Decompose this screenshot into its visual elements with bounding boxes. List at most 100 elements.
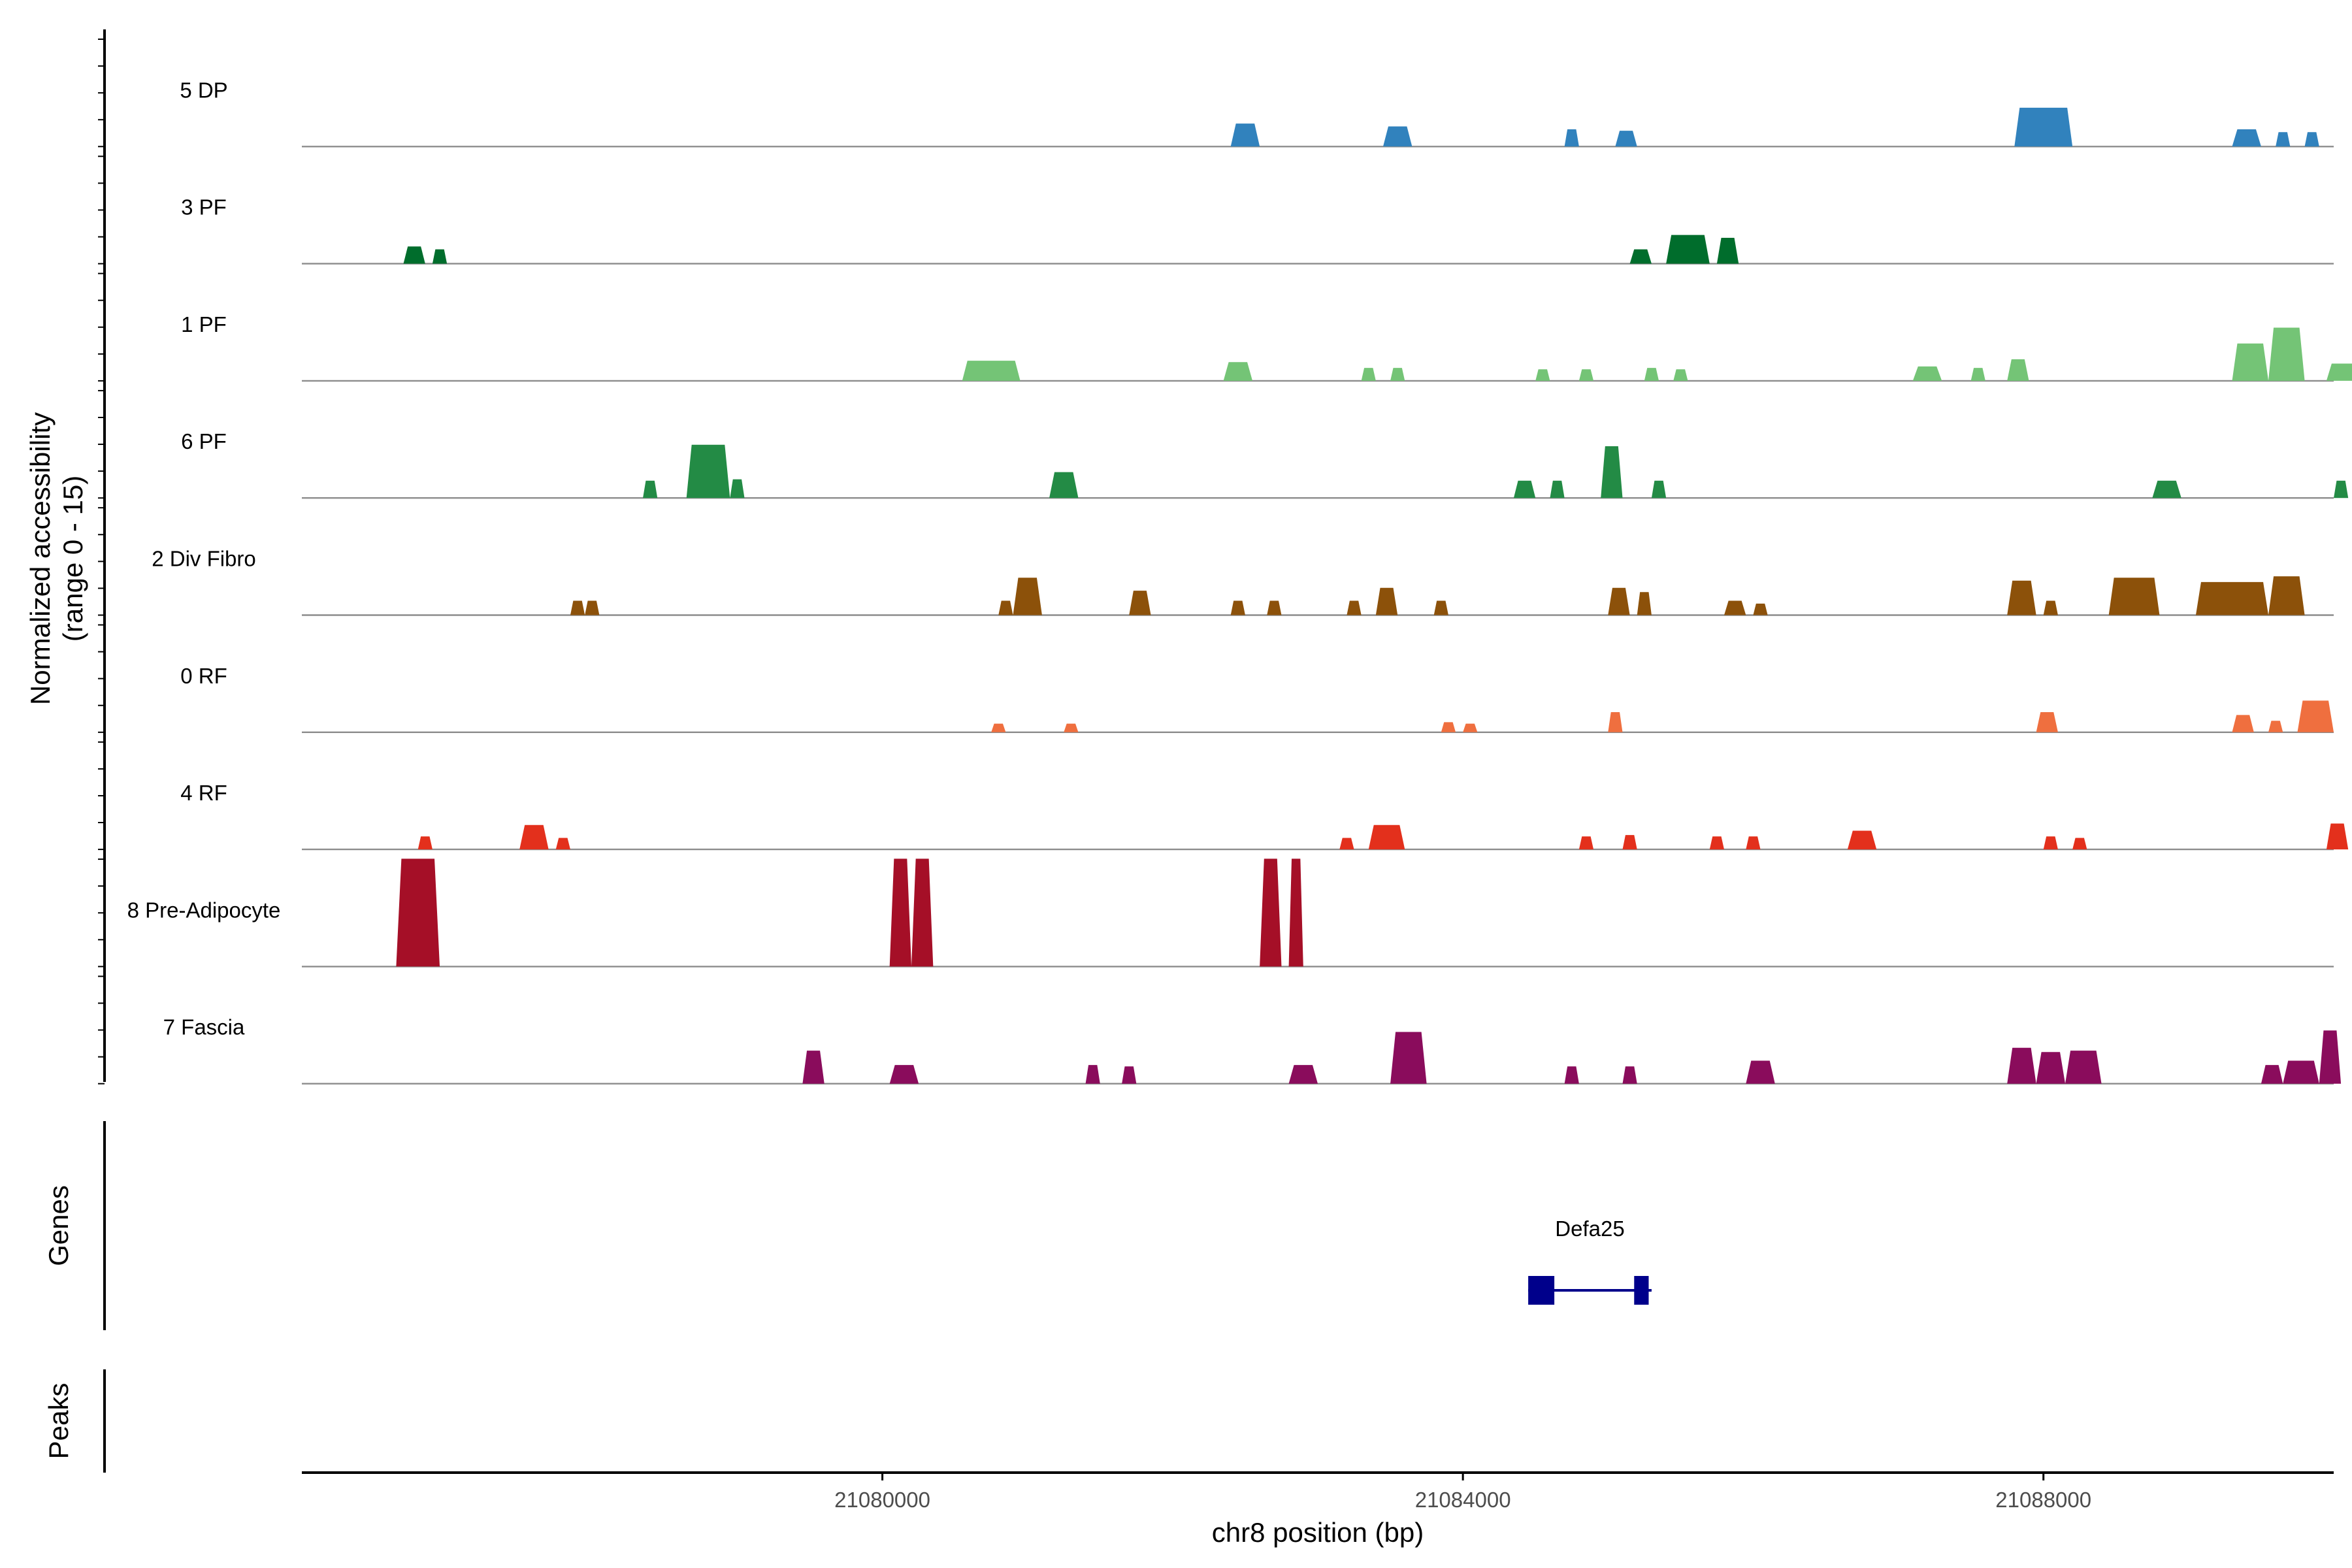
coverage-peak: [417, 836, 433, 850]
coverage-peak: [1622, 1066, 1637, 1084]
coverage-peak: [2043, 836, 2058, 850]
coverage-peak: [1651, 480, 1667, 498]
coverage-peak: [2072, 838, 2087, 850]
coverage-peak: [1615, 131, 1637, 147]
coverage-peak: [1644, 368, 1659, 381]
x-tick-label: 21088000: [1995, 1488, 2091, 1512]
y-axis-label-line1: Normalized accessibility: [25, 412, 56, 705]
coverage-peak: [1608, 587, 1630, 615]
track-8: 7 Fascia: [163, 1015, 2342, 1085]
coverage-peak: [2036, 712, 2058, 732]
coverage-peak: [2268, 576, 2305, 615]
coverage-peak: [1564, 1066, 1579, 1084]
coverage-peak: [2152, 480, 2181, 498]
track-label: 2 Div Fibro: [152, 547, 256, 571]
coverage-peak: [403, 246, 425, 264]
genes-label: Genes: [43, 1185, 74, 1266]
coverage-peak: [519, 825, 549, 850]
coverage-peak: [2232, 343, 2269, 381]
coverage-peak: [1666, 235, 1710, 264]
coverage-peak: [2036, 1052, 2066, 1084]
coverage-peak: [2232, 715, 2254, 732]
x-tick-label: 21084000: [1415, 1488, 1511, 1512]
track-label: 1 PF: [181, 312, 227, 336]
coverage-peak: [1288, 858, 1303, 967]
gene-model: Defa25: [1528, 1217, 1652, 1305]
coverage-peak: [1441, 722, 1456, 732]
coverage-peak: [1673, 369, 1688, 381]
y-axis-ticks: [98, 39, 105, 1085]
coverage-peak: [911, 858, 934, 967]
coverage-peak: [1368, 825, 1405, 850]
track-label: 3 PF: [181, 195, 227, 220]
coverage-peak: [2268, 327, 2305, 381]
coverage-peak: [2261, 1065, 2283, 1084]
coverage-peak: [570, 600, 585, 615]
coverage-peak: [1260, 858, 1282, 967]
coverage-peak: [2334, 480, 2349, 498]
x-tick-label: 21080000: [834, 1488, 930, 1512]
coverage-peak: [2297, 700, 2334, 732]
coverage-peak: [1361, 368, 1376, 381]
coverage-peak: [1122, 1066, 1137, 1084]
track-label: 4 RF: [180, 781, 227, 805]
track-label: 8 Pre-Adipocyte: [127, 898, 281, 922]
track-1: 3 PF: [181, 195, 2334, 265]
coverage-peak: [1129, 591, 1151, 615]
track-label: 5 DP: [180, 78, 227, 102]
coverage-tracks: 5 DP 3 PF 1 PF 6 PF 2 Div Fibro 0 RF 4 RF 8 Pre…: [127, 78, 2352, 1085]
coverage-peak: [1513, 480, 1536, 498]
track-0: 5 DP: [180, 78, 2334, 148]
coverage-peak: [1347, 600, 1362, 615]
coverage-peak: [1601, 446, 1623, 498]
coverage-peak: [396, 858, 440, 967]
coverage-peak: [1223, 362, 1253, 381]
coverage-peak: [1390, 1032, 1427, 1084]
coverage-peak: [1847, 830, 1877, 850]
coverage-peak: [1049, 472, 1079, 498]
coverage-peak: [1716, 238, 1739, 264]
y-axis-label-line2: (range 0 - 15): [57, 476, 88, 642]
coverage-peak: [2108, 578, 2160, 615]
coverage-peak: [1709, 836, 1724, 850]
coverage-peak: [991, 723, 1006, 732]
track-6: 4 RF: [180, 781, 2349, 851]
coverage-peak: [2326, 823, 2349, 850]
x-axis-label: chr8 position (bp): [1212, 1517, 1424, 1548]
track-7: 8 Pre-Adipocyte: [127, 858, 2334, 968]
coverage-peak: [1746, 836, 1761, 850]
coverage-peak: [1724, 600, 1746, 615]
coverage-peak: [1608, 712, 1623, 732]
coverage-peak: [1375, 587, 1398, 615]
coverage-peak: [2232, 129, 2261, 147]
coverage-peak: [1578, 369, 1594, 381]
coverage-peak: [802, 1051, 825, 1084]
coverage-peak: [1463, 723, 1478, 732]
track-label: 0 RF: [180, 664, 227, 688]
coverage-peak: [1013, 578, 1042, 615]
x-axis-ticks: 21080000 21084000 21088000: [834, 1473, 2091, 1512]
peaks-label: Peaks: [43, 1383, 74, 1460]
coverage-peak: [730, 479, 745, 498]
coverage-peak: [1064, 723, 1079, 732]
coverage-peak: [1753, 603, 1768, 615]
coverage-peak: [1550, 480, 1565, 498]
coverage-peak: [1535, 369, 1550, 381]
coverage-peak: [555, 838, 570, 850]
coverage-peak: [1622, 835, 1637, 850]
coverage-peak: [1390, 368, 1405, 381]
coverage-peak: [1970, 368, 1985, 381]
gene-exon: [1528, 1276, 1555, 1305]
coverage-peak: [2304, 132, 2319, 147]
coverage-peak: [2007, 580, 2036, 615]
coverage-peak: [2268, 721, 2283, 732]
coverage-peak: [1267, 600, 1282, 615]
coverage-peak: [1230, 600, 1245, 615]
gene-label: Defa25: [1555, 1217, 1624, 1241]
coverage-peak: [1912, 366, 1942, 381]
track-label: 7 Fascia: [163, 1015, 245, 1039]
gene-exon: [1634, 1276, 1649, 1305]
coverage-peak: [432, 249, 448, 264]
coverage-peak: [889, 858, 911, 967]
